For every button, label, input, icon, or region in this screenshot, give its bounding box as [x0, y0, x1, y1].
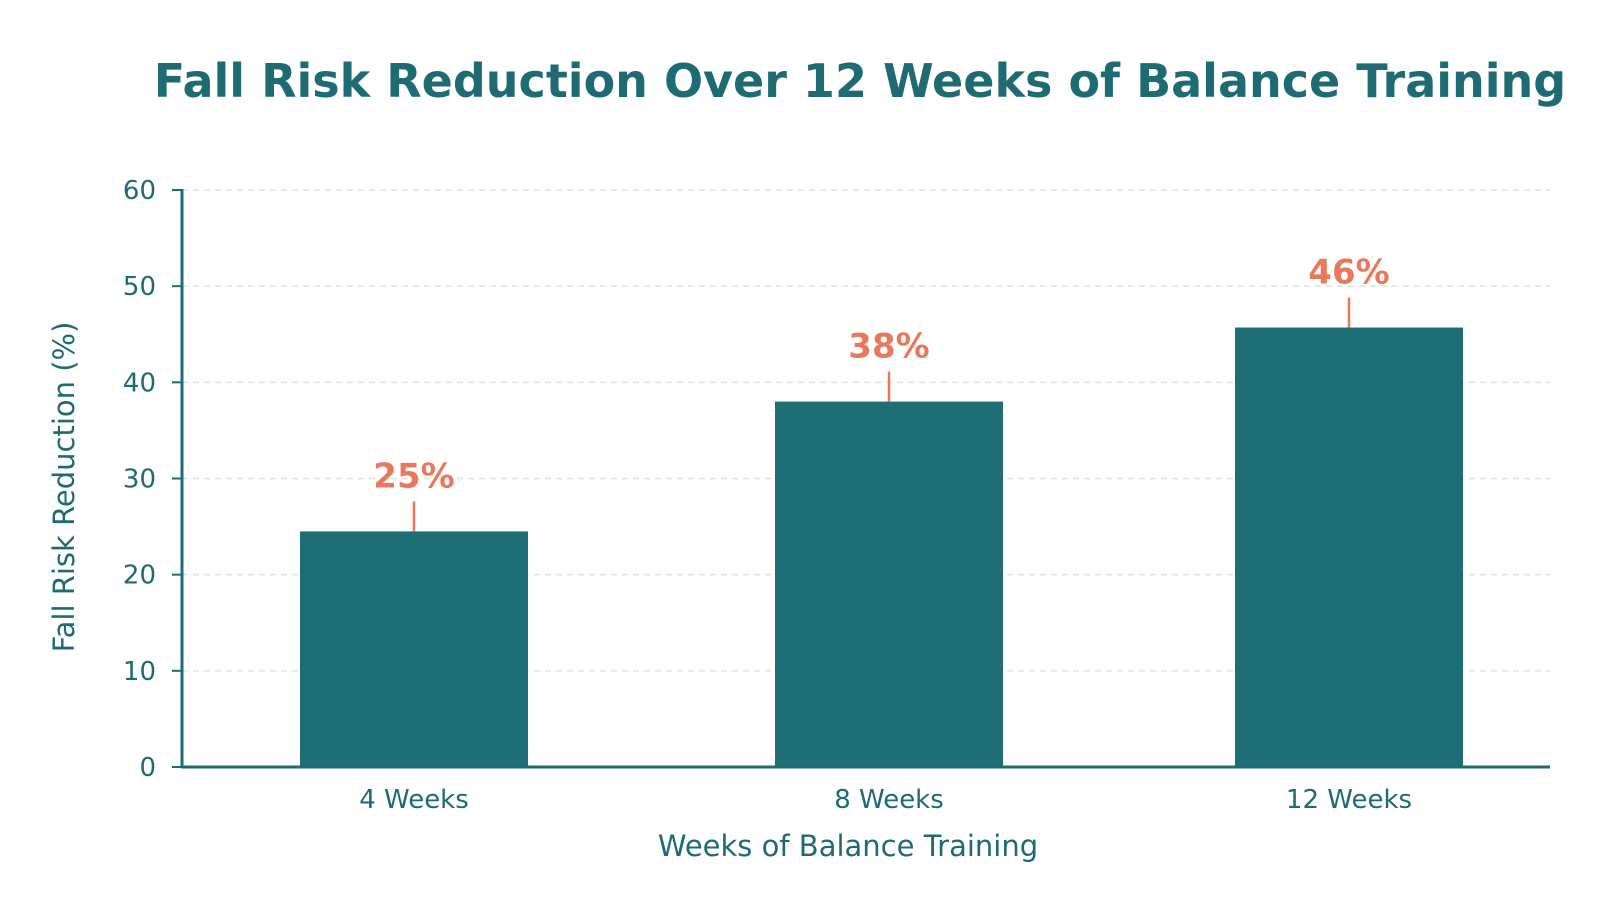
- bar: [300, 531, 528, 767]
- y-tick-label: 50: [123, 272, 156, 302]
- y-tick-label: 0: [139, 753, 156, 783]
- y-tick-label: 20: [123, 561, 156, 591]
- x-axis-categories: 4 Weeks 8 Weeks 12 Weeks: [359, 785, 1412, 815]
- x-category-label: 8 Weeks: [834, 785, 944, 815]
- y-tick-label: 30: [123, 465, 156, 495]
- data-label: 46%: [1308, 253, 1389, 293]
- y-axis-title: Fall Risk Reduction (%): [47, 322, 81, 653]
- bars: [300, 327, 1463, 767]
- y-axis-ticks: 0 10 20 30 40 50 60: [123, 176, 182, 783]
- x-axis-title: Weeks of Balance Training: [658, 829, 1038, 863]
- data-label: 25%: [373, 456, 454, 496]
- chart-title: Fall Risk Reduction Over 12 Weeks of Bal…: [154, 54, 1566, 108]
- x-category-label: 4 Weeks: [359, 785, 469, 815]
- data-label: 38%: [848, 327, 929, 367]
- x-category-label: 12 Weeks: [1286, 785, 1412, 815]
- data-labels: 25% 38% 46%: [373, 253, 1390, 532]
- bar: [1235, 327, 1463, 767]
- bar: [775, 401, 1003, 767]
- y-tick-label: 60: [123, 176, 156, 206]
- y-tick-label: 40: [123, 368, 156, 398]
- y-tick-label: 10: [123, 657, 156, 687]
